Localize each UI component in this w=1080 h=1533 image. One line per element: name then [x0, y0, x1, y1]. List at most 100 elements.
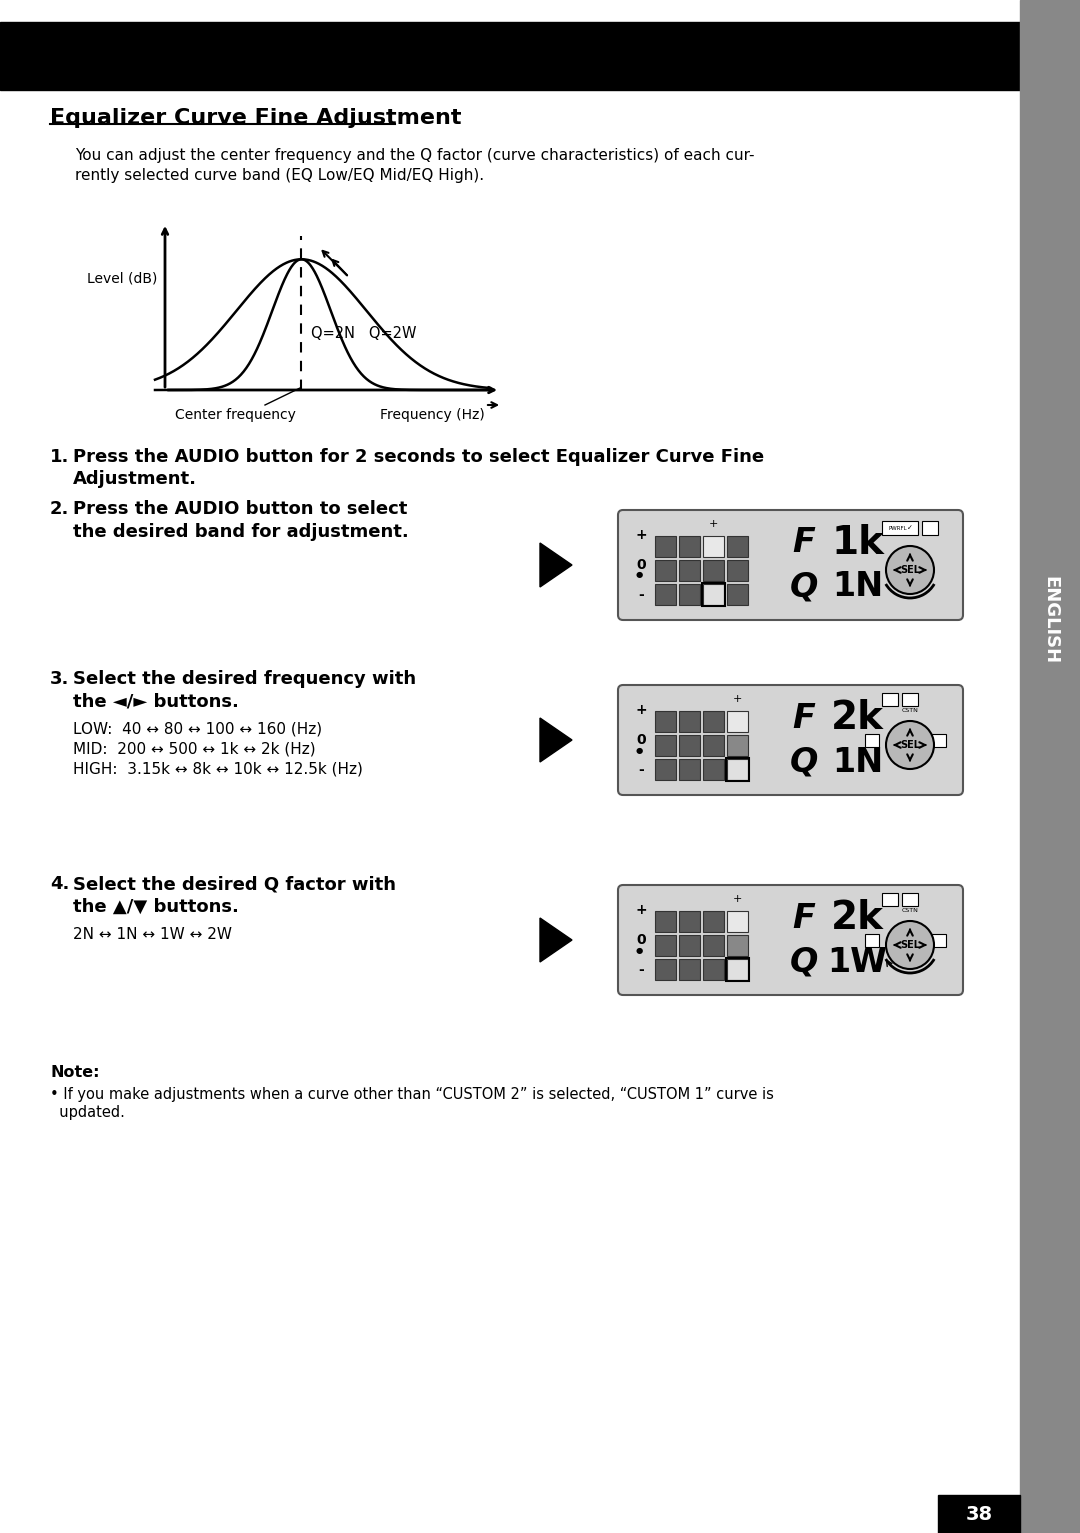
Bar [654, 911, 676, 932]
Text: -: - [638, 763, 644, 777]
FancyBboxPatch shape [618, 885, 963, 995]
Text: You can adjust the center frequency and the Q factor (curve characteristics) of : You can adjust the center frequency and … [75, 149, 755, 162]
Text: 1.: 1. [50, 448, 69, 466]
Bar [922, 521, 939, 535]
Bar [654, 560, 676, 581]
Bar [882, 894, 897, 906]
Text: 1N: 1N [832, 570, 883, 604]
Text: 3.: 3. [50, 670, 69, 688]
Text: CSTN: CSTN [902, 908, 918, 914]
Bar [679, 711, 700, 731]
Text: Center frequency: Center frequency [175, 408, 296, 422]
Text: Select the desired frequency with: Select the desired frequency with [73, 670, 416, 688]
Bar [654, 584, 676, 606]
Text: SEL: SEL [900, 566, 920, 575]
Text: ●: ● [635, 570, 643, 579]
Bar [727, 584, 748, 606]
Bar [703, 584, 724, 606]
FancyBboxPatch shape [618, 510, 963, 619]
Circle shape [886, 546, 934, 593]
Text: Select the desired Q factor with: Select the desired Q factor with [73, 875, 396, 894]
Text: 4.: 4. [50, 875, 69, 894]
Text: Equalizer Curve Fine Adjustment: Equalizer Curve Fine Adjustment [50, 107, 461, 127]
Text: +: + [635, 903, 647, 917]
Bar [703, 734, 724, 756]
Text: 1N: 1N [832, 745, 883, 779]
Polygon shape [540, 717, 572, 762]
Bar [654, 759, 676, 780]
Text: the ◄/► buttons.: the ◄/► buttons. [73, 693, 239, 711]
Text: MID:  200 ↔ 500 ↔ 1k ↔ 2k (Hz): MID: 200 ↔ 500 ↔ 1k ↔ 2k (Hz) [73, 742, 315, 757]
Bar [703, 560, 724, 581]
Text: HIGH:  3.15k ↔ 8k ↔ 10k ↔ 12.5k (Hz): HIGH: 3.15k ↔ 8k ↔ 10k ↔ 12.5k (Hz) [73, 762, 363, 777]
Text: -: - [638, 963, 644, 977]
Text: LOW:  40 ↔ 80 ↔ 100 ↔ 160 (Hz): LOW: 40 ↔ 80 ↔ 100 ↔ 160 (Hz) [73, 722, 322, 737]
Bar [727, 711, 748, 731]
Text: F: F [793, 702, 815, 734]
Bar [679, 759, 700, 780]
Bar [727, 960, 748, 980]
Text: Press the AUDIO button for 2 seconds to select Equalizer Curve Fine: Press the AUDIO button for 2 seconds to … [73, 448, 765, 466]
Text: 1W: 1W [827, 946, 888, 978]
Text: updated.: updated. [50, 1105, 125, 1121]
Bar [727, 734, 748, 756]
Bar [939, 1495, 1020, 1533]
Text: Q=2N   Q=2W: Q=2N Q=2W [311, 325, 417, 340]
Text: SEL: SEL [900, 740, 920, 750]
Text: 2.: 2. [50, 500, 69, 518]
Circle shape [886, 721, 934, 770]
Text: ●: ● [635, 946, 643, 955]
Text: +: + [732, 694, 742, 704]
Bar [679, 935, 700, 957]
Bar [703, 537, 724, 556]
Bar [727, 759, 748, 780]
Text: +: + [635, 527, 647, 543]
Bar [679, 911, 700, 932]
Text: F: F [793, 526, 815, 560]
Bar [679, 734, 700, 756]
Text: 2N ↔ 1N ↔ 1W ↔ 2W: 2N ↔ 1N ↔ 1W ↔ 2W [73, 927, 232, 941]
Bar [679, 560, 700, 581]
Text: Note:: Note: [50, 1065, 99, 1081]
Bar [679, 537, 700, 556]
Text: Q: Q [789, 745, 818, 779]
Bar [703, 911, 724, 932]
Text: +: + [708, 520, 718, 529]
Text: ENGLISH: ENGLISH [1041, 576, 1059, 664]
Bar [932, 734, 946, 747]
Bar [932, 934, 946, 947]
Text: Frequency (Hz): Frequency (Hz) [380, 408, 485, 422]
Bar [654, 711, 676, 731]
Bar [727, 560, 748, 581]
Bar [654, 960, 676, 980]
Bar [703, 935, 724, 957]
Text: CSTN: CSTN [902, 708, 918, 713]
Text: SEL: SEL [900, 940, 920, 950]
Bar [726, 958, 750, 981]
Bar [865, 734, 879, 747]
Text: 0: 0 [636, 558, 646, 572]
Text: the desired band for adjustment.: the desired band for adjustment. [73, 523, 408, 541]
Text: +: + [732, 894, 742, 904]
FancyBboxPatch shape [618, 685, 963, 796]
Bar [679, 960, 700, 980]
Text: +: + [635, 704, 647, 717]
Polygon shape [540, 918, 572, 963]
Text: 38: 38 [966, 1504, 993, 1524]
Bar [727, 935, 748, 957]
Text: -: - [638, 589, 644, 602]
Text: 1k: 1k [832, 524, 883, 563]
Text: Adjustment.: Adjustment. [73, 471, 197, 487]
Text: • If you make adjustments when a curve other than “CUSTOM 2” is selected, “CUSTO: • If you make adjustments when a curve o… [50, 1087, 774, 1102]
Text: 2k: 2k [832, 898, 883, 937]
Text: rently selected curve band (EQ Low/EQ Mid/EQ High).: rently selected curve band (EQ Low/EQ Mi… [75, 169, 484, 182]
Text: ✓: ✓ [907, 524, 913, 530]
Text: Level (dB): Level (dB) [86, 271, 157, 285]
Text: 2k: 2k [832, 699, 883, 737]
Text: Q: Q [789, 946, 818, 978]
Bar [679, 584, 700, 606]
Bar [702, 583, 725, 606]
Bar [882, 693, 897, 707]
Text: Q: Q [789, 570, 818, 604]
Bar [865, 934, 879, 947]
